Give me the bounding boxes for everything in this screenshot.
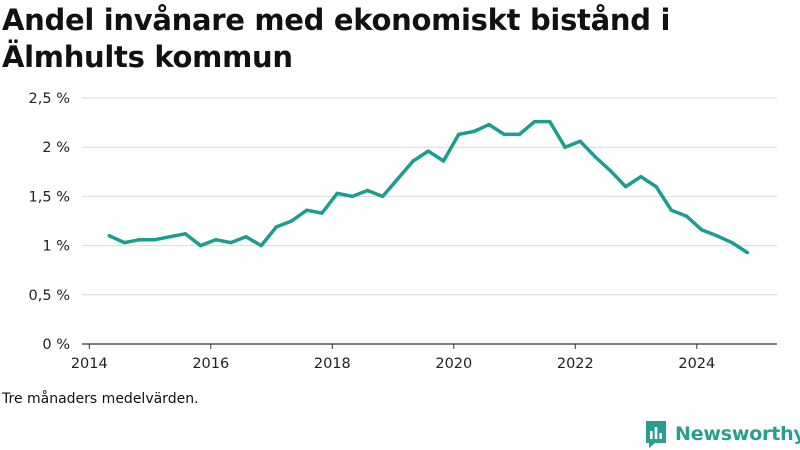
series-layer — [107, 119, 749, 255]
data-point — [259, 243, 263, 248]
data-point — [745, 250, 749, 255]
data-point — [654, 184, 658, 189]
footnote: Tre månaders medelvärden. — [2, 391, 199, 407]
data-point — [684, 214, 689, 218]
data-point — [335, 191, 339, 196]
y-tick-label: 1,5 % — [29, 189, 70, 205]
data-point — [715, 234, 719, 238]
data-point — [107, 234, 112, 238]
y-tick-label: 0 % — [42, 337, 70, 353]
data-point — [472, 129, 476, 134]
data-point — [213, 237, 218, 242]
series-line — [107, 119, 749, 255]
data-point — [244, 235, 248, 239]
data-point — [153, 237, 157, 242]
data-point — [730, 240, 734, 245]
data-point — [502, 132, 506, 137]
y-tick-label: 0,5 % — [29, 288, 70, 304]
data-point — [669, 208, 673, 212]
data-point — [229, 240, 233, 245]
chart-title: Andel invånare med ekonomiskt bistånd i … — [2, 3, 671, 74]
data-point — [411, 159, 415, 163]
data-point — [350, 194, 355, 199]
data-point — [381, 194, 385, 199]
data-point — [168, 235, 172, 239]
grid-lines — [82, 97, 777, 296]
data-point — [517, 132, 522, 137]
x-tick-label: 2024 — [678, 356, 715, 372]
brand-name: Newsworthy — [675, 423, 800, 445]
data-point — [699, 228, 704, 232]
data-point — [563, 145, 567, 149]
y-tick-label: 1 % — [42, 239, 70, 255]
data-point — [305, 208, 309, 212]
data-point — [441, 159, 446, 163]
data-point — [624, 184, 628, 189]
x-tick-label: 2020 — [435, 356, 472, 372]
data-point — [456, 132, 461, 137]
data-point — [320, 211, 324, 215]
data-point — [487, 122, 491, 127]
data-point — [122, 240, 127, 245]
data-point — [593, 155, 598, 159]
x-tick-label: 2014 — [71, 356, 108, 372]
x-axis-labels: 2014 2016 2018 2020 2022 2024 — [71, 356, 715, 372]
x-tick-label: 2022 — [557, 356, 594, 372]
y-tick-label: 2 % — [42, 140, 70, 156]
x-tick-label: 2018 — [314, 356, 351, 372]
data-point — [289, 219, 294, 223]
data-point — [183, 232, 187, 236]
data-point — [274, 225, 279, 229]
data-point — [608, 169, 613, 173]
data-point — [138, 237, 142, 242]
data-point — [548, 119, 552, 124]
x-axis — [82, 343, 777, 349]
data-point — [198, 243, 203, 248]
data-point — [396, 176, 400, 181]
newsworthy-logo-icon — [646, 421, 666, 448]
data-point — [532, 119, 537, 124]
data-point — [426, 149, 430, 153]
data-point — [365, 188, 370, 193]
y-axis-labels: 0 % 0,5 % 1 % 1,5 % 2 % 2,5 % — [29, 91, 70, 353]
data-point — [639, 175, 643, 179]
brand-logo[interactable]: Newsworthy — [644, 418, 800, 450]
data-point — [578, 139, 582, 143]
y-tick-label: 2,5 % — [29, 91, 70, 107]
x-tick-label: 2016 — [192, 356, 229, 372]
